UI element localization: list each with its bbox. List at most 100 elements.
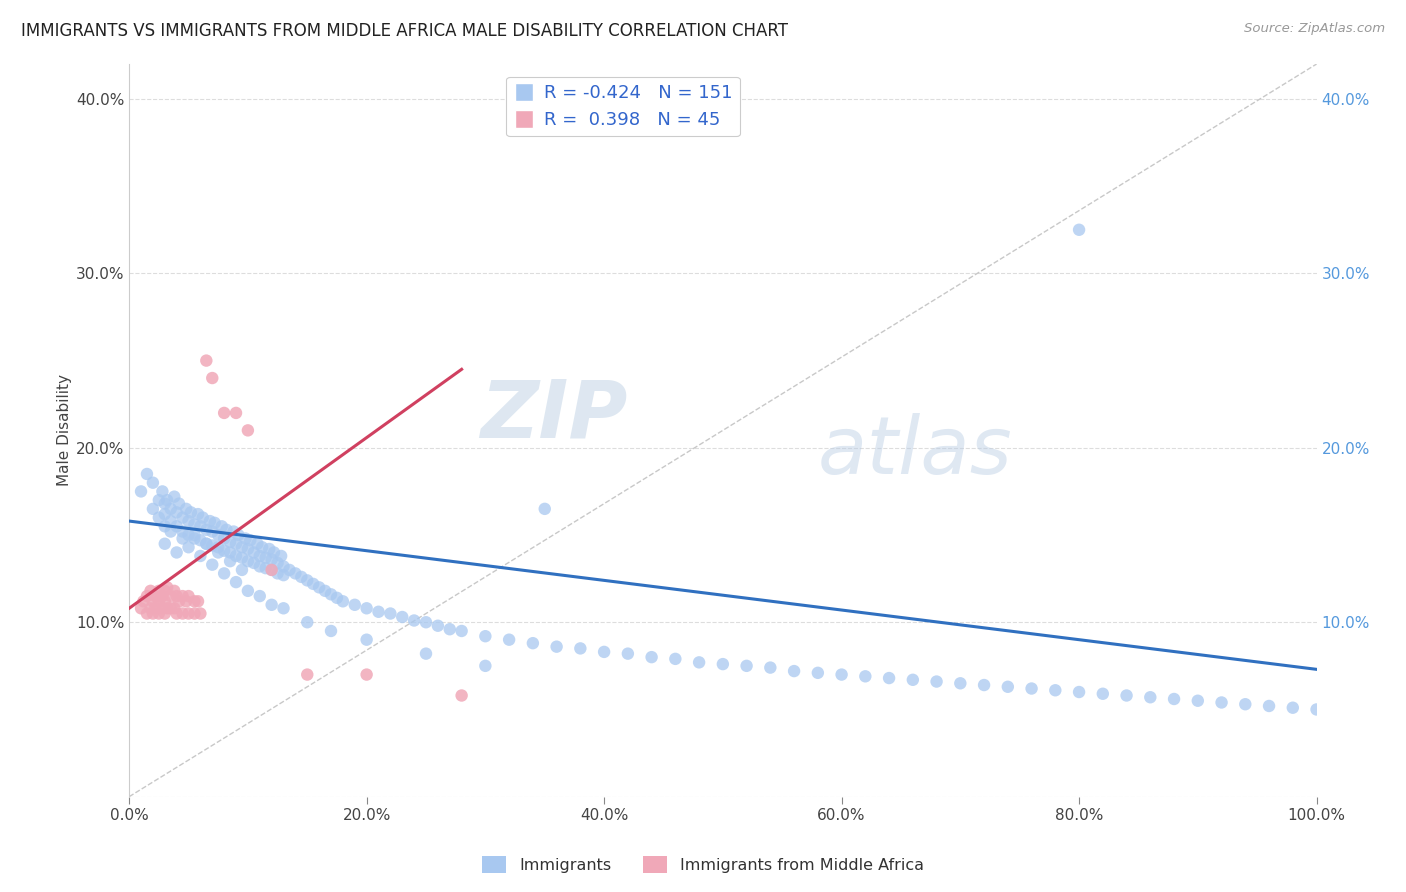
Point <box>156 580 179 594</box>
Text: IMMIGRANTS VS IMMIGRANTS FROM MIDDLE AFRICA MALE DISABILITY CORRELATION CHART: IMMIGRANTS VS IMMIGRANTS FROM MIDDLE AFR… <box>21 22 789 40</box>
Point <box>142 501 165 516</box>
Point <box>172 532 194 546</box>
Point <box>225 406 247 420</box>
Point <box>284 566 307 581</box>
Point <box>260 563 283 577</box>
Point <box>153 583 176 598</box>
Point <box>236 423 259 437</box>
Point <box>153 537 176 551</box>
Point <box>228 528 250 542</box>
Point <box>807 665 830 680</box>
Point <box>156 493 179 508</box>
Point <box>259 541 281 556</box>
Point <box>174 501 197 516</box>
Point <box>997 680 1019 694</box>
Point <box>1067 685 1090 699</box>
Point <box>236 554 259 568</box>
Point <box>167 497 190 511</box>
Point <box>142 594 165 608</box>
Point <box>415 647 437 661</box>
Point <box>136 467 159 481</box>
Point <box>1234 697 1257 711</box>
Point <box>569 641 592 656</box>
Point <box>177 514 200 528</box>
Point <box>222 524 245 539</box>
Point <box>195 537 218 551</box>
Point <box>254 561 277 575</box>
Point <box>236 541 259 556</box>
Point <box>219 554 242 568</box>
Point <box>172 510 194 524</box>
Point <box>249 589 271 603</box>
Point <box>177 540 200 554</box>
Point <box>174 594 197 608</box>
Point <box>195 537 218 551</box>
Point <box>132 594 155 608</box>
Point <box>235 532 257 546</box>
Point <box>172 607 194 621</box>
Point <box>143 601 166 615</box>
Point <box>711 657 734 672</box>
Point <box>166 589 188 603</box>
Point <box>153 519 176 533</box>
Point <box>152 589 174 603</box>
Point <box>167 594 190 608</box>
Point <box>273 601 295 615</box>
Point <box>148 510 170 524</box>
Point <box>148 493 170 508</box>
Point <box>231 563 253 577</box>
Point <box>278 563 301 577</box>
Point <box>177 528 200 542</box>
Point <box>159 524 181 539</box>
Point <box>183 528 205 542</box>
Point <box>190 533 212 548</box>
Point <box>191 510 214 524</box>
Point <box>474 629 496 643</box>
Point <box>266 566 288 581</box>
Point <box>136 607 159 621</box>
Point <box>380 607 402 621</box>
Point <box>159 514 181 528</box>
Point <box>148 607 170 621</box>
Point <box>249 559 271 574</box>
Point <box>356 601 378 615</box>
Point <box>201 539 224 553</box>
Point <box>212 566 235 581</box>
Point <box>263 545 285 559</box>
Point <box>172 589 194 603</box>
Point <box>187 594 209 608</box>
Legend: R = -0.424   N = 151, R =  0.398   N = 45: R = -0.424 N = 151, R = 0.398 N = 45 <box>506 77 740 136</box>
Point <box>129 601 152 615</box>
Point <box>877 671 900 685</box>
Point <box>426 618 449 632</box>
Point <box>195 523 218 537</box>
Point <box>439 622 461 636</box>
Point <box>166 607 188 621</box>
Point <box>260 552 283 566</box>
Point <box>735 658 758 673</box>
Point <box>183 607 205 621</box>
Point <box>254 550 277 565</box>
Point <box>356 667 378 681</box>
Point <box>664 652 686 666</box>
Point <box>201 371 224 385</box>
Point <box>853 669 876 683</box>
Point <box>163 601 186 615</box>
Point <box>231 550 253 565</box>
Point <box>759 660 782 674</box>
Point <box>367 605 389 619</box>
Point <box>250 540 273 554</box>
Point <box>1281 700 1303 714</box>
Point <box>1211 696 1233 710</box>
Text: ZIP: ZIP <box>481 376 628 455</box>
Point <box>152 484 174 499</box>
Point <box>239 533 262 548</box>
Point <box>139 583 162 598</box>
Point <box>522 636 544 650</box>
Point <box>297 574 319 588</box>
Point <box>219 545 242 559</box>
Point <box>148 594 170 608</box>
Point <box>297 615 319 630</box>
Point <box>198 514 221 528</box>
Point <box>246 537 269 551</box>
